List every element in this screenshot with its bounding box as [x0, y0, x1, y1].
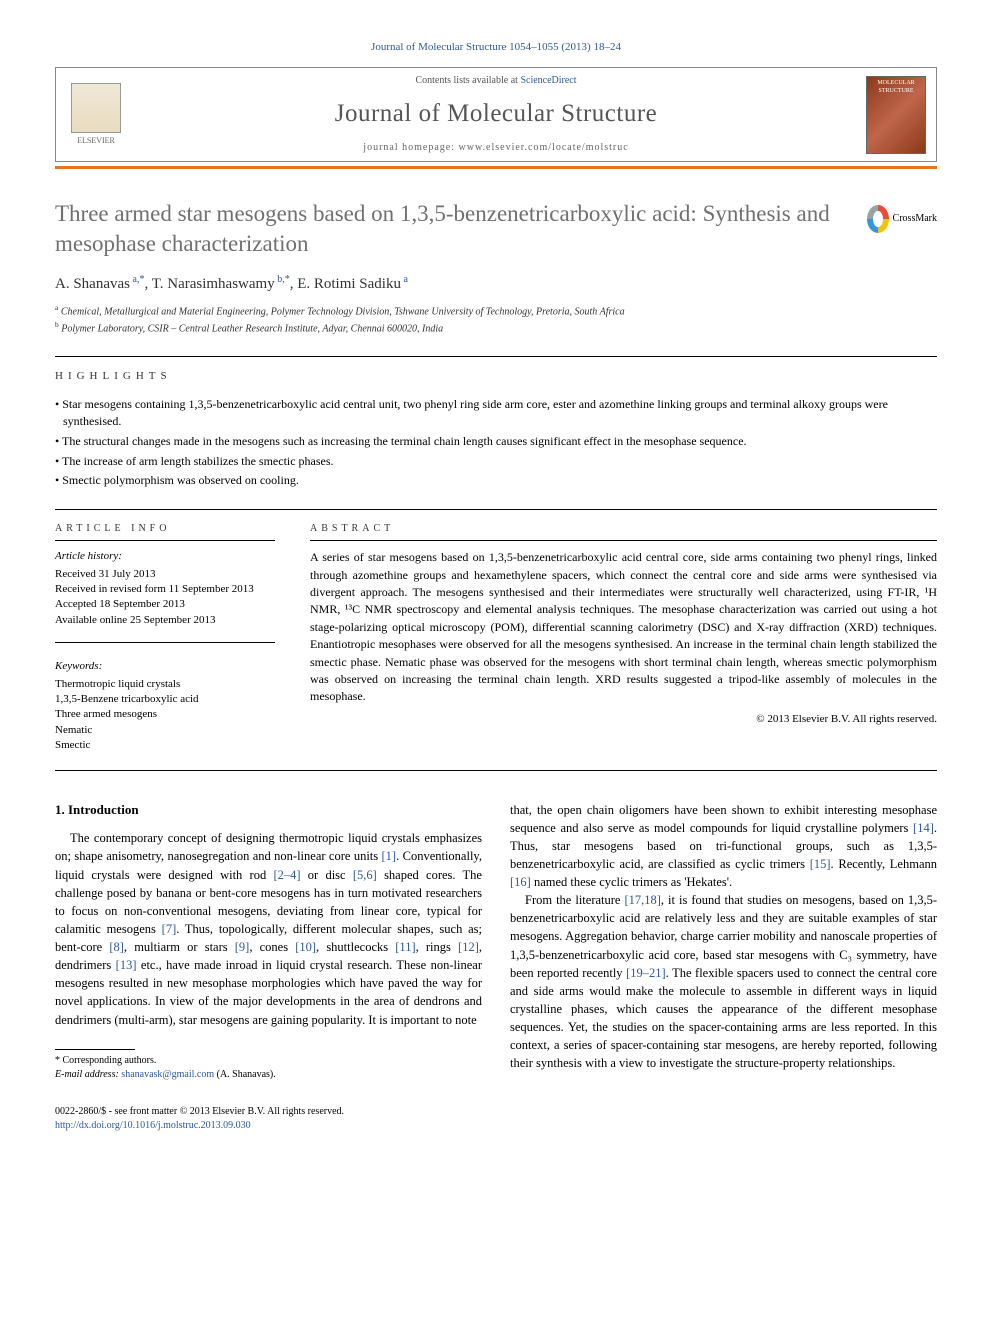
intro-para-1: The contemporary concept of designing th… — [55, 829, 482, 1028]
journal-homepage-line: journal homepage: www.elsevier.com/locat… — [126, 141, 866, 155]
elsevier-logo-text: ELSEVIER — [77, 135, 115, 146]
highlights-label: HIGHLIGHTS — [55, 369, 937, 384]
highlight-item: The increase of arm length stabilizes th… — [55, 453, 937, 470]
author-1-corr[interactable]: * — [139, 276, 144, 292]
homepage-url: www.elsevier.com/locate/molstruc — [459, 142, 629, 153]
ref-17-18-link[interactable]: [17,18] — [624, 893, 660, 907]
article-info-label: ARTICLE INFO — [55, 522, 275, 541]
ref-19-21-link[interactable]: [19–21] — [626, 966, 666, 980]
author-2-corr[interactable]: * — [285, 276, 290, 292]
ref-1-link[interactable]: [1] — [382, 849, 397, 863]
article-title: Three armed star mesogens based on 1,3,5… — [55, 199, 852, 259]
elsevier-logo: ELSEVIER — [66, 80, 126, 150]
highlights-section: HIGHLIGHTS Star mesogens containing 1,3,… — [55, 369, 937, 489]
ref-11-link[interactable]: [11] — [395, 940, 415, 954]
ref-8-link[interactable]: [8] — [109, 940, 124, 954]
intro-para-3: From the literature [17,18], it is found… — [510, 891, 937, 1072]
author-2: T. Narasimhaswamy — [152, 276, 275, 292]
elsevier-tree-icon — [71, 83, 121, 133]
author-2-aff[interactable]: b, — [275, 276, 285, 292]
contents-available-line: Contents lists available at ScienceDirec… — [126, 74, 866, 88]
author-3-aff[interactable]: a — [401, 276, 408, 292]
body-text: 1. Introduction The contemporary concept… — [55, 801, 937, 1083]
contents-prefix: Contents lists available at — [415, 75, 520, 86]
affiliation-b: b Polymer Laboratory, CSIR – Central Lea… — [55, 320, 937, 336]
email-label: E-mail address: — [55, 1069, 119, 1080]
article-history-head: Article history: — [55, 549, 275, 564]
corresponding-authors-note: * Corresponding authors. — [55, 1054, 482, 1069]
ref-2-4-link[interactable]: [2–4] — [273, 868, 300, 882]
keyword: Thermotropic liquid crystals — [55, 677, 275, 692]
ref-5-6-link[interactable]: [5,6] — [353, 868, 377, 882]
abstract-column: ABSTRACT A series of star mesogens based… — [310, 522, 937, 753]
abstract-copyright: © 2013 Elsevier B.V. All rights reserved… — [310, 712, 937, 727]
crossmark-icon — [867, 205, 889, 233]
author-3: E. Rotimi Sadiku — [297, 276, 401, 292]
ref-15-link[interactable]: [15] — [810, 857, 831, 871]
highlight-item: Star mesogens containing 1,3,5-benzenetr… — [55, 396, 937, 430]
page-footer: 0022-2860/$ - see front matter © 2013 El… — [55, 1105, 937, 1133]
ref-16-link[interactable]: [16] — [510, 875, 531, 889]
highlight-item: The structural changes made in the mesog… — [55, 433, 937, 450]
ref-12-link[interactable]: [12] — [458, 940, 479, 954]
journal-header-box: ELSEVIER Contents lists available at Sci… — [55, 67, 937, 162]
sciencedirect-link[interactable]: ScienceDirect — [520, 75, 576, 86]
highlight-item: Smectic polymorphism was observed on coo… — [55, 472, 937, 489]
doi-link[interactable]: http://dx.doi.org/10.1016/j.molstruc.201… — [55, 1120, 251, 1131]
history-received: Received 31 July 2013 — [55, 567, 275, 582]
journal-cover-thumbnail: MOLECULAR STRUCTURE — [866, 76, 926, 154]
keywords-head: Keywords: — [55, 659, 275, 674]
keyword: Smectic — [55, 738, 275, 753]
article-info-column: ARTICLE INFO Article history: Received 3… — [55, 522, 275, 753]
footnotes: * Corresponding authors. E-mail address:… — [55, 1054, 482, 1083]
ref-13-link[interactable]: [13] — [116, 958, 137, 972]
author-1: A. Shanavas — [55, 276, 130, 292]
ref-14-link[interactable]: [14] — [913, 821, 934, 835]
authors-line: A. Shanavas a,*, T. Narasimhaswamy b,*, … — [55, 273, 937, 295]
ref-10-link[interactable]: [10] — [295, 940, 316, 954]
history-online: Available online 25 September 2013 — [55, 613, 275, 628]
crossmark-label: CrossMark — [893, 212, 937, 226]
abstract-text: A series of star mesogens based on 1,3,5… — [310, 549, 937, 706]
journal-name: Journal of Molecular Structure — [126, 96, 866, 131]
keyword: 1,3,5-Benzene tricarboxylic acid — [55, 692, 275, 707]
affiliation-a: a Chemical, Metallurgical and Material E… — [55, 303, 937, 319]
history-accepted: Accepted 18 September 2013 — [55, 597, 275, 612]
homepage-prefix: journal homepage: — [363, 142, 458, 153]
ref-7-link[interactable]: [7] — [162, 922, 177, 936]
footer-issn: 0022-2860/$ - see front matter © 2013 El… — [55, 1105, 937, 1119]
section-1-heading: 1. Introduction — [55, 801, 482, 820]
history-revised: Received in revised form 11 September 20… — [55, 582, 275, 597]
accent-bar — [55, 166, 937, 169]
crossmark-badge[interactable]: CrossMark — [867, 199, 937, 239]
abstract-label: ABSTRACT — [310, 522, 937, 541]
keyword: Nematic — [55, 723, 275, 738]
intro-para-2: that, the open chain oligomers have been… — [510, 801, 937, 892]
affiliations: a Chemical, Metallurgical and Material E… — [55, 303, 937, 336]
keyword: Three armed mesogens — [55, 707, 275, 722]
email-author: (A. Shanavas). — [217, 1069, 276, 1080]
footnote-separator — [55, 1049, 135, 1050]
corresponding-email-link[interactable]: shanavask@gmail.com — [121, 1069, 214, 1080]
header-citation: Journal of Molecular Structure 1054–1055… — [55, 40, 937, 55]
ref-9-link[interactable]: [9] — [235, 940, 250, 954]
